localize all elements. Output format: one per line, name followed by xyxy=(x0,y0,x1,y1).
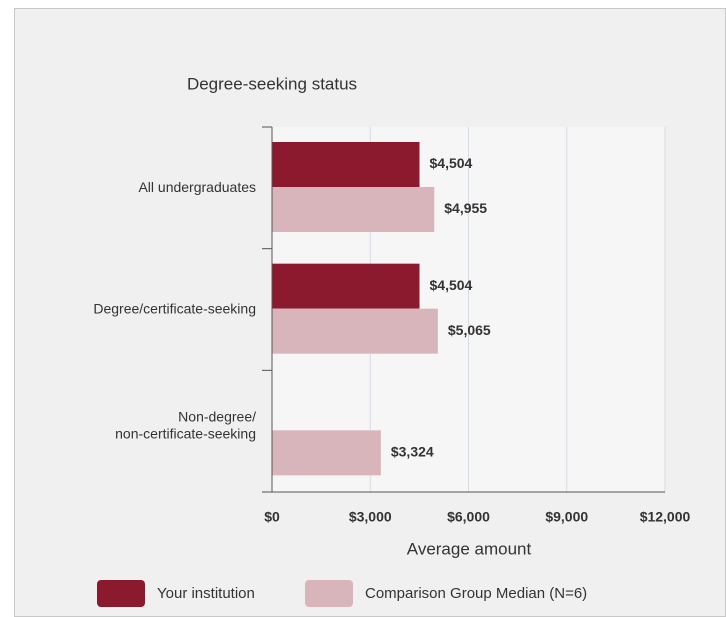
value-label: $4,504 xyxy=(430,277,473,293)
y-tick-label: Non-degree/non-certificate-seeking xyxy=(115,408,256,441)
x-tick-label: $3,000 xyxy=(349,509,392,525)
x-axis-label: Average amount xyxy=(407,539,532,558)
bar xyxy=(272,142,420,187)
legend-label: Your institution xyxy=(157,585,255,602)
bar xyxy=(272,187,435,232)
chart-title: Degree-seeking status xyxy=(187,74,357,93)
legend-swatch xyxy=(305,580,353,607)
value-label: $5,065 xyxy=(448,322,491,338)
x-tick-label: $0 xyxy=(264,509,280,525)
bar xyxy=(272,430,381,476)
bar xyxy=(272,308,438,354)
y-tick-label: Degree/certificate-seeking xyxy=(93,300,256,316)
x-tick-label: $6,000 xyxy=(447,509,490,525)
y-tick-label: All undergraduates xyxy=(138,179,256,195)
x-tick-label: $12,000 xyxy=(640,509,691,525)
legend-swatch xyxy=(97,580,145,607)
value-label: $3,324 xyxy=(391,444,434,460)
x-tick-label: $9,000 xyxy=(545,509,588,525)
legend-label: Comparison Group Median (N=6) xyxy=(365,585,587,602)
bar xyxy=(272,263,420,309)
value-label: $4,504 xyxy=(430,155,473,171)
value-label: $4,955 xyxy=(444,200,487,216)
